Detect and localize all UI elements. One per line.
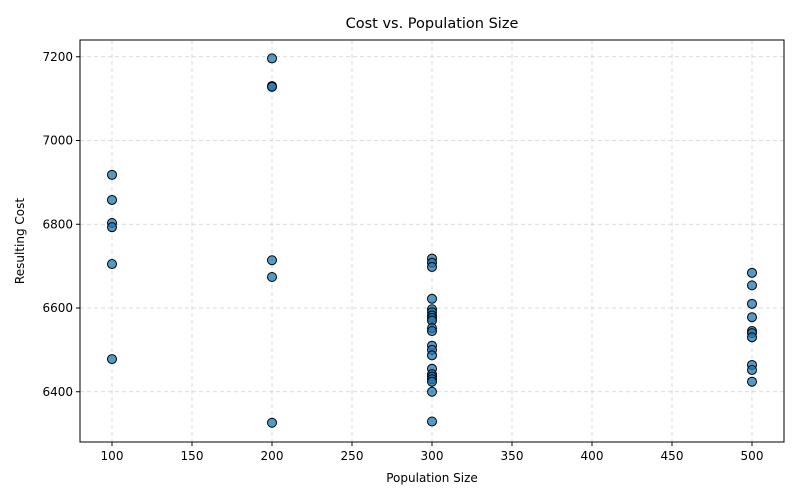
x-tick-label: 200 (261, 449, 284, 463)
data-point (268, 54, 277, 63)
y-tick-label: 7200 (42, 50, 73, 64)
data-point (748, 365, 757, 374)
x-tick-label: 100 (101, 449, 124, 463)
data-point (428, 327, 437, 336)
data-point (748, 268, 757, 277)
x-tick-label: 400 (581, 449, 604, 463)
chart-title: Cost vs. Population Size (346, 16, 519, 32)
x-axis-title: Population Size (386, 471, 478, 485)
y-tick-label: 6400 (42, 385, 73, 399)
y-tick-label: 6600 (42, 301, 73, 315)
data-point (268, 418, 277, 427)
data-point (108, 260, 117, 269)
data-point (428, 294, 437, 303)
x-tick-label: 350 (501, 449, 524, 463)
data-point (748, 313, 757, 322)
y-tick-label: 7000 (42, 134, 73, 148)
data-point (108, 195, 117, 204)
data-point (108, 170, 117, 179)
data-point (428, 351, 437, 360)
x-tick-label: 500 (741, 449, 764, 463)
data-point (428, 262, 437, 271)
data-point (108, 223, 117, 232)
data-point (748, 299, 757, 308)
data-points (108, 54, 757, 427)
data-point (268, 256, 277, 265)
data-point (108, 355, 117, 364)
data-point (748, 333, 757, 342)
data-point (428, 387, 437, 396)
data-point (428, 377, 437, 386)
y-tick-label: 6800 (42, 217, 73, 231)
data-point (268, 82, 277, 91)
x-tick-label: 150 (181, 449, 204, 463)
x-tick-label: 450 (661, 449, 684, 463)
y-axis-title: Resulting Cost (13, 198, 27, 284)
x-tick-label: 300 (421, 449, 444, 463)
data-point (268, 273, 277, 282)
data-point (428, 417, 437, 426)
data-point (748, 281, 757, 290)
x-axis-ticks: 100 150 200 250 300 350 400 450 500 (101, 442, 764, 463)
y-axis-ticks: 6400 6600 6800 7000 7200 (42, 50, 80, 399)
x-tick-label: 250 (341, 449, 364, 463)
data-point (748, 377, 757, 386)
